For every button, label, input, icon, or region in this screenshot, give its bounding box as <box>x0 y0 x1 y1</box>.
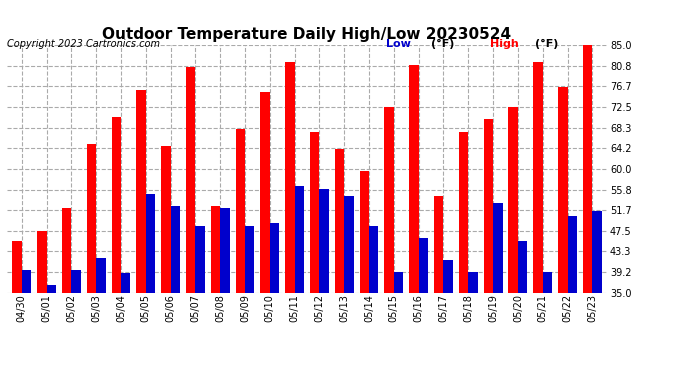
Text: (°F): (°F) <box>431 39 455 50</box>
Bar <box>359 171 369 292</box>
Bar <box>335 149 344 292</box>
Bar <box>444 260 453 292</box>
Title: Outdoor Temperature Daily High/Low 20230524: Outdoor Temperature Daily High/Low 20230… <box>103 27 511 42</box>
Bar <box>235 129 245 292</box>
Bar <box>245 226 255 292</box>
Text: (°F): (°F) <box>535 39 558 50</box>
Bar <box>518 240 527 292</box>
Bar <box>170 206 180 292</box>
Bar <box>270 223 279 292</box>
Bar <box>112 117 121 292</box>
Bar <box>434 196 444 292</box>
Bar <box>543 272 552 292</box>
Bar <box>22 270 31 292</box>
Text: Low: Low <box>386 39 411 50</box>
Bar <box>310 132 319 292</box>
Text: High: High <box>490 39 519 50</box>
Bar <box>409 65 419 292</box>
Bar <box>459 132 469 292</box>
Bar <box>295 186 304 292</box>
Bar <box>12 240 22 292</box>
Bar <box>533 62 543 292</box>
Bar <box>558 87 567 292</box>
Bar <box>384 107 394 292</box>
Bar <box>37 231 47 292</box>
Bar <box>195 226 205 292</box>
Text: Copyright 2023 Cartronics.com: Copyright 2023 Cartronics.com <box>7 39 160 50</box>
Bar <box>186 67 195 292</box>
Bar <box>121 273 130 292</box>
Bar <box>96 258 106 292</box>
Bar <box>146 194 155 292</box>
Bar <box>87 144 96 292</box>
Bar <box>484 119 493 292</box>
Bar <box>369 226 379 292</box>
Bar <box>285 62 295 292</box>
Bar <box>493 203 502 292</box>
Bar <box>47 285 56 292</box>
Bar <box>509 107 518 292</box>
Bar <box>260 92 270 292</box>
Bar <box>161 147 170 292</box>
Bar <box>220 209 230 292</box>
Bar <box>319 189 329 292</box>
Bar <box>419 238 428 292</box>
Bar <box>394 272 403 292</box>
Bar <box>211 206 220 292</box>
Bar <box>469 272 477 292</box>
Bar <box>583 45 592 292</box>
Bar <box>71 270 81 292</box>
Bar <box>344 196 354 292</box>
Bar <box>137 90 146 292</box>
Bar <box>592 211 602 292</box>
Bar <box>62 209 71 292</box>
Bar <box>567 216 577 292</box>
